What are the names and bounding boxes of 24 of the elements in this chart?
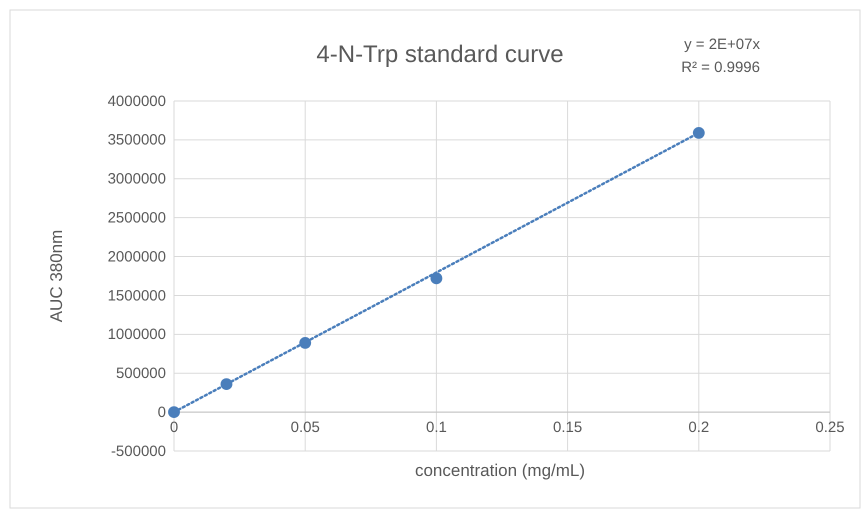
y-tick-label: 1500000 xyxy=(108,287,166,304)
y-tick-label: 0 xyxy=(158,404,166,421)
y-tick-label: 1000000 xyxy=(108,326,166,344)
x-tick-label: 0 xyxy=(170,418,178,436)
y-tick-label: 500000 xyxy=(116,365,166,382)
chart-title: 4-N-Trp standard curve xyxy=(316,41,564,68)
x-tick-label: 0.2 xyxy=(688,418,710,436)
x-axis-title: concentration (mg/mL) xyxy=(414,461,586,480)
text: R² = 0.9996 xyxy=(681,59,760,76)
y-tick-label: -500000 xyxy=(110,442,166,460)
x-tick-label: 0.15 xyxy=(553,418,582,436)
y-tick-label: 3000000 xyxy=(108,170,166,188)
x-tick-label: 0.1 xyxy=(426,418,447,436)
y-axis-title: AUC 380nm xyxy=(47,230,66,322)
point xyxy=(168,406,180,418)
y-tick-label: 3500000 xyxy=(108,132,166,149)
text: y = 2E+07x xyxy=(684,36,760,53)
y-tick-label: 2000000 xyxy=(108,248,166,266)
y-tick-label: 4000000 xyxy=(108,92,166,110)
x-tick-label: 0.05 xyxy=(290,418,320,436)
point xyxy=(692,126,705,139)
y-tick-label: 2500000 xyxy=(108,209,166,226)
x-tick-label: 0.25 xyxy=(815,418,845,436)
point xyxy=(430,272,442,284)
